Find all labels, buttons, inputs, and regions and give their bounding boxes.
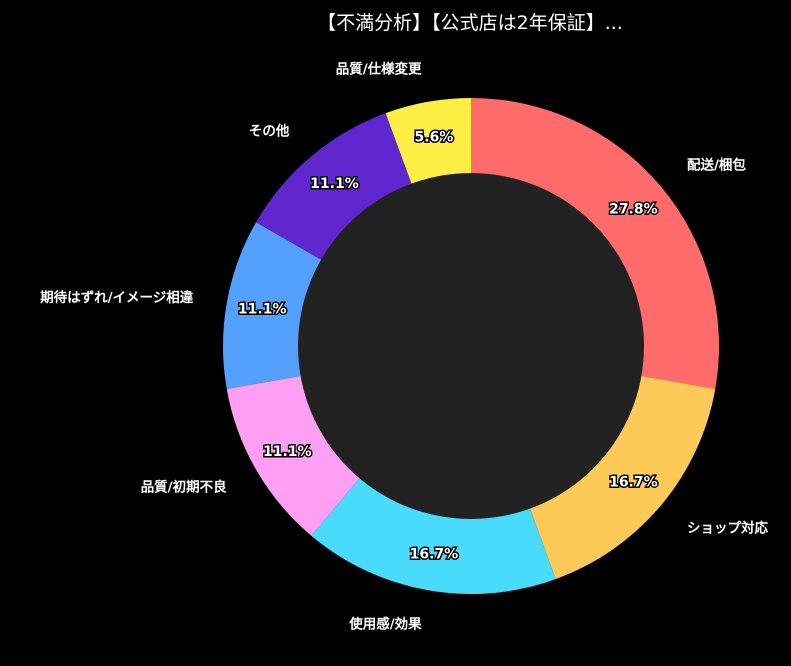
- pct-label: 5.6%: [415, 129, 454, 145]
- pct-label: 11.1%: [238, 301, 287, 317]
- pct-label: 16.7%: [410, 547, 459, 563]
- category-label: 配送/梱包: [687, 157, 746, 174]
- donut-hole: [298, 173, 644, 519]
- category-label: 品質/初期不良: [141, 479, 227, 496]
- category-label: 期待はずれ/イメージ相違: [40, 289, 194, 306]
- pct-label: 11.1%: [263, 444, 312, 460]
- category-label: 使用感/効果: [348, 616, 422, 633]
- category-label: ショップ対応: [687, 519, 768, 536]
- pct-label: 27.8%: [609, 202, 658, 218]
- chart-title: 【不満分析】【公式店は2年保証】...: [317, 12, 623, 34]
- pct-label: 16.7%: [609, 474, 658, 490]
- pct-label: 11.1%: [310, 176, 359, 192]
- category-label: 品質/仕様変更: [336, 60, 422, 77]
- category-label: その他: [249, 122, 290, 139]
